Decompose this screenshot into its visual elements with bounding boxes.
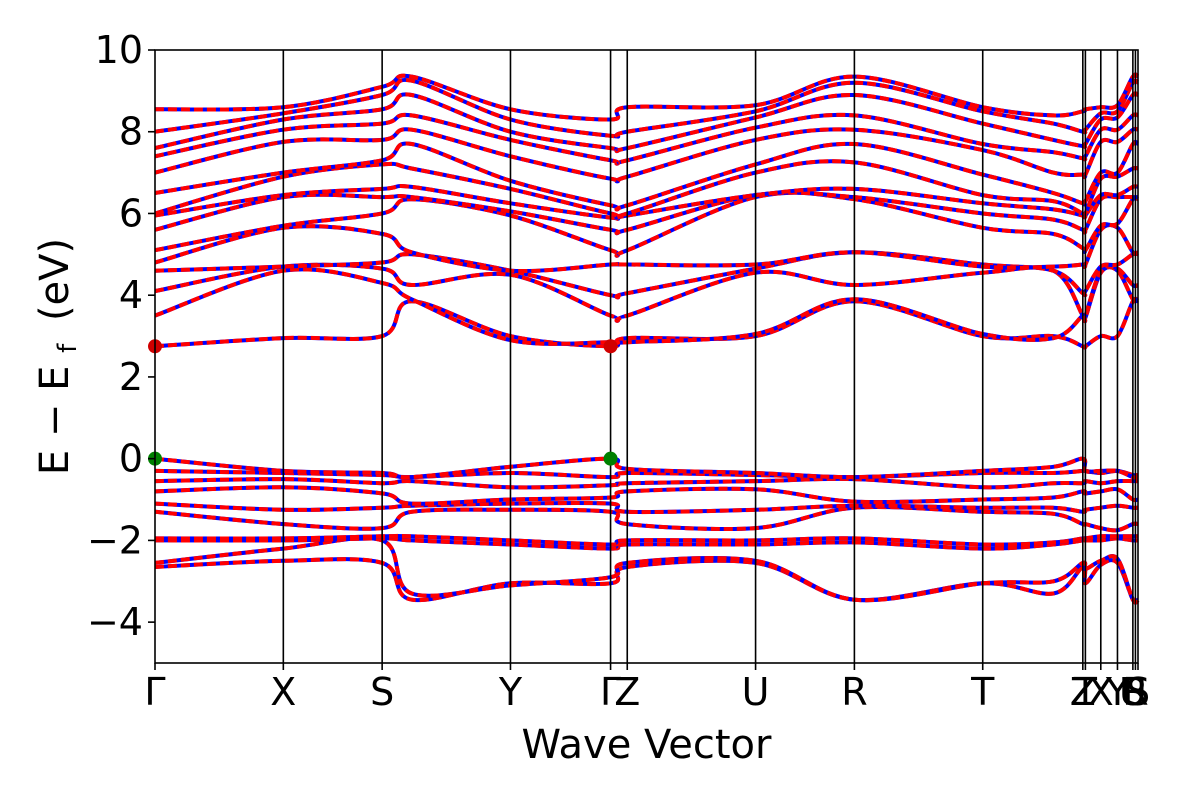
band-12-blue xyxy=(154,262,1139,324)
y-axis-title: E − E f (eV) xyxy=(32,238,86,475)
band-10-red xyxy=(154,296,1140,350)
x-tick-label-3: Y xyxy=(498,670,523,714)
y-tick-label-4: 4 xyxy=(119,273,143,317)
cbm-marker-1 xyxy=(603,339,618,354)
band-0-red xyxy=(154,557,1140,605)
band-20-red xyxy=(154,126,1139,184)
y-tick-label-7: 10 xyxy=(95,28,143,72)
band-6-red xyxy=(154,485,1139,506)
y-tick-label-5: 6 xyxy=(119,191,143,235)
y-axis-title-main: E − E xyxy=(32,366,78,476)
y-tick-label-1: −2 xyxy=(87,518,143,562)
x-tick-label-10: T xyxy=(1073,670,1098,714)
x-tick-label-4: Γ xyxy=(600,670,621,714)
x-tick-label-0: Γ xyxy=(144,670,165,714)
y-tick-label-2: 0 xyxy=(119,437,143,481)
x-tick-label-12: Y xyxy=(1105,670,1130,714)
k-point-lines xyxy=(282,50,1137,663)
y-tick-label-3: 2 xyxy=(119,355,143,399)
x-tick-label-1: X xyxy=(270,670,296,714)
x-axis-title: Wave Vector xyxy=(522,722,773,768)
x-tick-label-6: U xyxy=(742,670,770,714)
x-tick-label-9: Z xyxy=(1070,670,1096,714)
bands-layer xyxy=(154,72,1140,605)
x-tick-label-5: Z xyxy=(614,670,640,714)
band-17-red xyxy=(154,184,1139,221)
y-axis-title-sub: f xyxy=(53,343,83,353)
band-11-blue xyxy=(154,265,1140,346)
x-tick-label-8: T xyxy=(970,670,995,714)
x-tick-label-11: X xyxy=(1088,670,1114,714)
x-tick-label-13: U xyxy=(1119,670,1147,714)
plot-frame xyxy=(154,49,1139,664)
band-22-red xyxy=(154,91,1140,154)
x-tick-label-15: S xyxy=(1126,670,1150,714)
band-13-blue xyxy=(154,250,1139,300)
y-tick-label-0: −4 xyxy=(87,600,143,644)
extrema-markers xyxy=(148,339,618,466)
x-tick-label-7: R xyxy=(841,670,867,714)
band-11-red xyxy=(154,265,1140,346)
x-tick-label-14: R xyxy=(1122,670,1148,714)
x-tick-label-2: S xyxy=(370,670,394,714)
y-tick-label-6: 8 xyxy=(119,110,143,154)
y-ticks: −4 −2 0 2 4 6 8 10 xyxy=(87,28,155,644)
y-axis-title-unit: (eV) xyxy=(32,238,78,321)
vbm-marker-1 xyxy=(603,451,618,466)
